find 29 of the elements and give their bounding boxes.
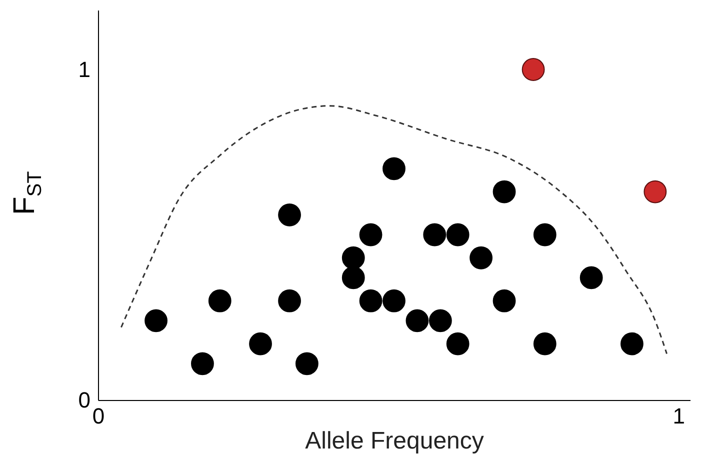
point xyxy=(295,352,318,376)
point xyxy=(208,289,232,312)
point xyxy=(644,180,667,204)
point xyxy=(249,332,272,356)
point xyxy=(522,58,545,81)
point xyxy=(533,223,556,246)
point xyxy=(492,289,516,312)
x-axis-title: Allele Frequency xyxy=(305,428,484,454)
point xyxy=(278,289,301,312)
point xyxy=(359,289,382,312)
point xyxy=(278,203,301,226)
point xyxy=(359,223,382,246)
point xyxy=(406,309,429,332)
point xyxy=(428,309,452,332)
point xyxy=(446,332,470,356)
point xyxy=(446,223,470,246)
line-series xyxy=(120,105,668,354)
point xyxy=(470,246,493,270)
point xyxy=(423,223,446,246)
point xyxy=(191,352,214,376)
point xyxy=(580,266,603,290)
point xyxy=(144,309,168,332)
point xyxy=(533,332,556,356)
point xyxy=(342,246,365,270)
point xyxy=(342,266,365,290)
point xyxy=(620,332,644,356)
point xyxy=(492,180,516,204)
point xyxy=(382,289,406,312)
point xyxy=(382,157,406,180)
